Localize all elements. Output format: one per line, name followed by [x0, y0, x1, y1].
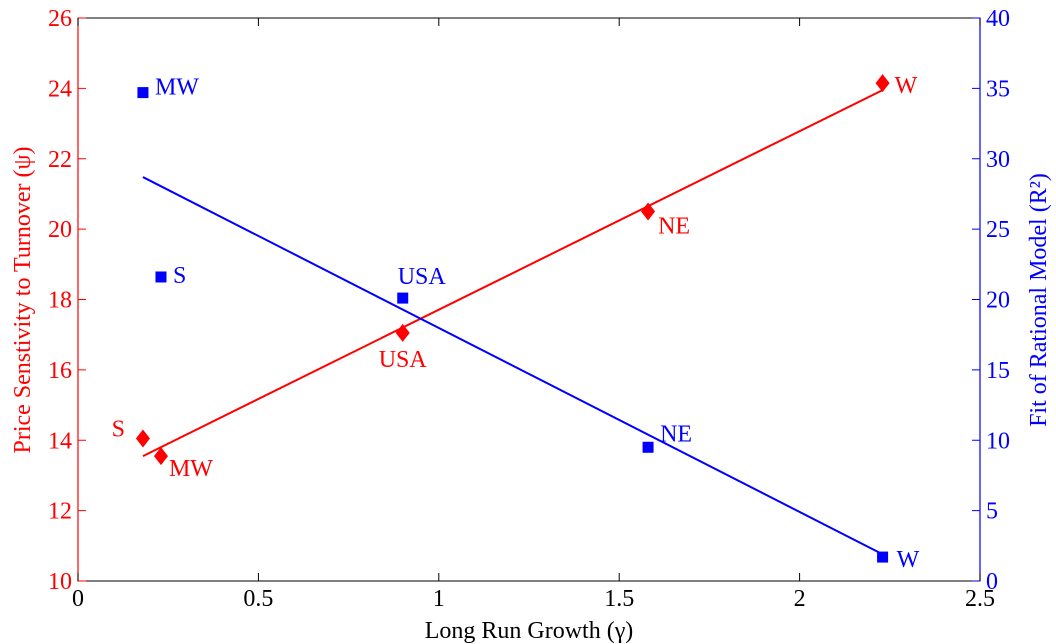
left-y-tick-label: 24: [48, 76, 72, 102]
x-tick-label: 2.5: [965, 586, 995, 612]
right-y-tick-label: 5: [986, 499, 998, 525]
red-fit-line: [142, 89, 884, 457]
data-markers: [135, 74, 890, 563]
plot-area: [77, 17, 981, 582]
left-y-tick-label: 14: [48, 428, 72, 454]
right-y-tick-label: 10: [986, 428, 1010, 454]
left-y-tick-label: 22: [48, 147, 72, 173]
left-y-tick-label: 16: [48, 358, 72, 384]
red-diamond-marker: [153, 447, 168, 466]
point-labels: S MW USA NE W MW S USA NE W: [112, 73, 920, 573]
blue-point-label: S: [173, 263, 186, 289]
blue-fit-line: [142, 176, 884, 556]
left-y-tick-label: 10: [48, 569, 72, 595]
x-tick-label: 2: [794, 586, 806, 612]
right-y-tick-label: 0: [986, 569, 998, 595]
right-y-tick-label: 25: [986, 217, 1010, 243]
red-point-label: NE: [658, 214, 690, 240]
blue-point-label: NE: [660, 421, 692, 447]
x-tick-label: 1: [433, 586, 445, 612]
right-y-tick-label: 15: [986, 358, 1010, 384]
blue-square-marker: [137, 87, 149, 99]
blue-square-marker: [397, 292, 409, 304]
right-y-tick-label: 30: [986, 147, 1010, 173]
x-tick-label: 1.5: [604, 586, 634, 612]
right-y-tick-label: 40: [986, 6, 1010, 32]
red-diamond-marker: [641, 202, 656, 221]
right-y-tick-label: 35: [986, 76, 1010, 102]
left-y-axis: 10 12 14 16 18 20 22 24 26: [48, 6, 86, 595]
blue-square-marker: [155, 271, 167, 283]
left-y-tick-label: 26: [48, 6, 72, 32]
blue-square-marker: [642, 441, 654, 453]
red-diamond-marker: [875, 74, 890, 93]
right-y-axis-label: Fit of Rational Model (R²): [1026, 173, 1052, 427]
red-diamond-marker: [395, 323, 410, 342]
x-tick-label: 0.5: [243, 586, 273, 612]
left-y-tick-label: 12: [48, 499, 72, 525]
fit-lines: [142, 89, 884, 556]
red-diamond-marker: [135, 429, 150, 448]
blue-point-label: USA: [398, 264, 447, 290]
right-y-tick-label: 20: [986, 288, 1010, 314]
blue-point-label: MW: [155, 75, 199, 101]
blue-point-label: W: [897, 547, 920, 573]
x-tick-label: 0: [72, 586, 84, 612]
red-point-label: MW: [169, 456, 213, 482]
left-y-axis-label: Price Senstivity to Turnover (ψ): [10, 146, 36, 453]
x-axis: 0 0.5 1 1.5 2 2.5: [72, 18, 995, 612]
blue-square-marker: [877, 551, 889, 563]
x-axis-label: Long Run Growth (γ): [425, 618, 634, 644]
red-point-label: S: [112, 416, 125, 442]
red-point-label: W: [895, 73, 918, 99]
right-y-axis: 0 5 10 15 20 25 30 35 40: [972, 6, 1010, 595]
left-y-tick-label: 20: [48, 217, 72, 243]
red-point-label: USA: [379, 347, 428, 373]
left-y-tick-label: 18: [48, 288, 72, 314]
